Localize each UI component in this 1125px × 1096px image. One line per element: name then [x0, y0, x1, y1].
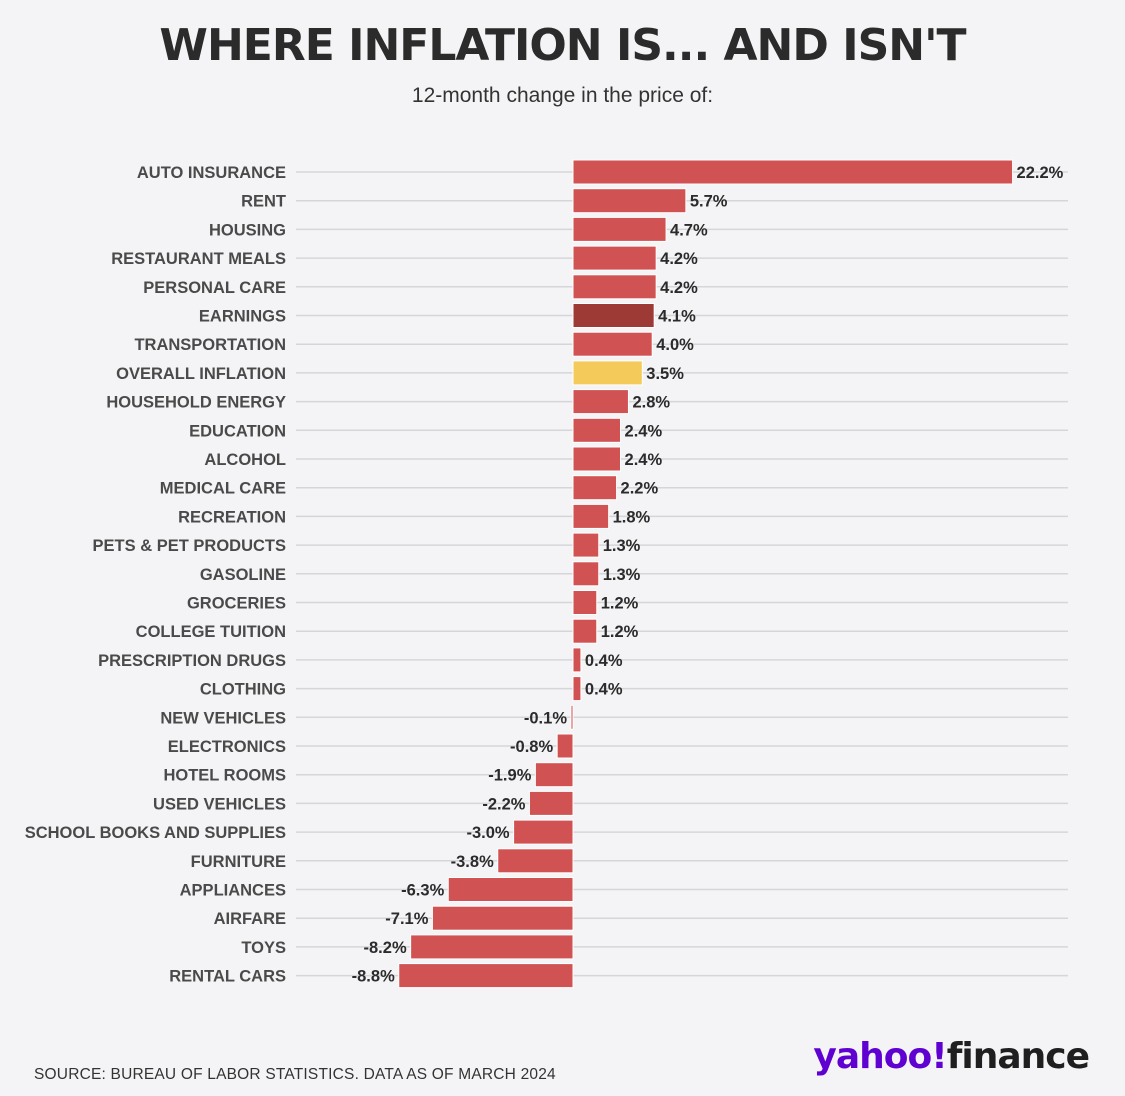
category-label: EDUCATION	[189, 422, 286, 440]
chart-subtitle: 12-month change in the price of:	[411, 84, 714, 107]
category-label: USED VEHICLES	[153, 795, 286, 813]
category-label: RECREATION	[178, 508, 286, 526]
category-label: HOUSEHOLD ENERGY	[106, 394, 286, 412]
category-label: SCHOOL BOOKS AND SUPPLIES	[25, 824, 286, 842]
category-label: HOUSING	[209, 221, 286, 239]
bar	[572, 331, 653, 357]
bar	[556, 733, 574, 759]
bar	[572, 417, 622, 443]
bar	[572, 159, 1014, 185]
category-label: MEDICAL CARE	[160, 480, 286, 498]
category-label: RENT	[241, 193, 286, 211]
source-note: SOURCE: BUREAU OF LABOR STATISTICS. DATA…	[34, 1066, 556, 1083]
value-label: -0.1%	[524, 709, 567, 727]
value-label: -3.0%	[466, 824, 509, 842]
value-label: 22.2%	[1017, 164, 1064, 182]
category-label: TOYS	[241, 939, 286, 957]
value-label: 1.2%	[601, 623, 639, 641]
bar	[497, 848, 574, 874]
category-labels: AUTO INSURANCE RENT HOUSING RESTAURANT MEAL…	[25, 164, 286, 986]
value-label: -8.8%	[352, 968, 395, 986]
value-label: -3.8%	[451, 853, 494, 871]
category-label: TRANSPORTATION	[134, 336, 286, 354]
value-label: -2.2%	[482, 795, 525, 813]
value-label: 2.2%	[621, 480, 659, 498]
bar	[572, 245, 657, 271]
category-label: ELECTRONICS	[168, 738, 286, 756]
category-label: HOTEL ROOMS	[163, 767, 286, 785]
value-label: -1.9%	[488, 767, 531, 785]
bar	[572, 532, 600, 558]
value-label: -8.2%	[364, 939, 407, 957]
value-labels: 22.2% 5.7% 4.7% 4.2% 4.2% 4.1% 4.0% 3.5% 2.8% 2.4…	[352, 164, 1064, 986]
value-label: 1.3%	[603, 566, 641, 584]
category-label: FURNITURE	[191, 853, 286, 871]
category-label: CLOTHING	[200, 681, 286, 699]
bar	[572, 274, 657, 300]
category-label: ALCOHOL	[204, 451, 286, 469]
bar	[528, 790, 574, 816]
category-label: RENTAL CARS	[169, 968, 286, 986]
bar	[572, 216, 667, 242]
bar	[570, 704, 574, 730]
bar	[431, 905, 574, 931]
value-label: -0.8%	[510, 738, 553, 756]
bar	[513, 819, 574, 845]
logo-yahoo-text: yahoo!	[813, 1036, 947, 1077]
bar	[572, 590, 598, 615]
category-label: RESTAURANT MEALS	[111, 250, 286, 268]
category-label: EARNINGS	[199, 308, 286, 326]
bars	[398, 159, 1014, 989]
value-label: 2.8%	[632, 394, 670, 412]
bar	[572, 446, 622, 472]
value-label: 4.2%	[660, 279, 698, 297]
bar	[534, 762, 574, 788]
category-label: AUTO INSURANCE	[137, 164, 286, 182]
bar	[572, 188, 687, 214]
value-label: 1.8%	[613, 508, 651, 526]
bar	[572, 389, 629, 415]
value-label: -7.1%	[385, 910, 428, 928]
category-label: OVERALL INFLATION	[116, 365, 286, 383]
bar	[572, 561, 600, 587]
bar	[398, 963, 574, 989]
bar	[572, 475, 618, 501]
category-label: GASOLINE	[200, 566, 286, 584]
category-label: AIRFARE	[214, 910, 286, 928]
value-label: 0.4%	[585, 681, 623, 699]
bar	[572, 647, 582, 673]
value-label: -6.3%	[401, 882, 444, 900]
logo-finance-text: finance	[946, 1036, 1090, 1077]
value-label: 0.4%	[585, 652, 623, 670]
bar	[572, 618, 598, 644]
value-label: 3.5%	[646, 365, 684, 383]
value-label: 4.0%	[656, 336, 694, 354]
value-label: 4.7%	[670, 221, 708, 239]
value-label: 2.4%	[625, 451, 663, 469]
category-label: PERSONAL CARE	[143, 279, 286, 297]
value-label: 1.2%	[601, 595, 639, 613]
category-label: PRESCRIPTION DRUGS	[98, 652, 286, 670]
category-label: GROCERIES	[187, 595, 286, 613]
value-label: 5.7%	[690, 193, 728, 211]
bar	[410, 934, 574, 960]
bar	[447, 877, 574, 902]
bar	[572, 303, 655, 328]
value-label: 2.4%	[625, 422, 663, 440]
bar	[572, 503, 610, 529]
category-label: PETS & PET PRODUCTS	[93, 537, 286, 555]
bar	[572, 676, 582, 702]
chart-title: WHERE INFLATION IS... AND ISN'T	[159, 20, 966, 71]
value-label: 1.3%	[603, 537, 641, 555]
category-label: NEW VEHICLES	[160, 709, 286, 727]
value-label: 4.2%	[660, 250, 698, 268]
category-label: APPLIANCES	[180, 882, 286, 900]
category-label: COLLEGE TUITION	[136, 623, 286, 641]
yahoo-finance-logo: yahoo!finance	[813, 1036, 1090, 1077]
bar	[572, 360, 643, 386]
value-label: 4.1%	[658, 308, 696, 326]
